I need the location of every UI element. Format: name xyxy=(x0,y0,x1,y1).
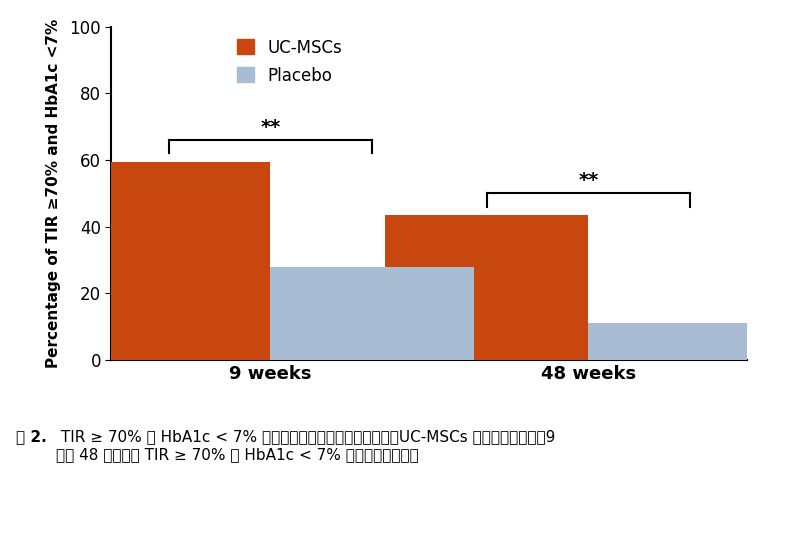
Text: TIR ≥ 70% 和 HbA1c < 7% 的患者百分比。与安慰剂组相比，UC-MSCs 组中有更多患者在9
周和 48 周时达到 TIR ≥ 70% 和 H: TIR ≥ 70% 和 HbA1c < 7% 的患者百分比。与安慰剂组相比，UC… xyxy=(56,430,555,462)
Legend: UC-MSCs, Placebo: UC-MSCs, Placebo xyxy=(231,32,349,91)
Text: **: ** xyxy=(578,171,599,190)
Bar xyxy=(270,266,474,360)
Bar xyxy=(588,323,792,360)
Text: 图 2.: 图 2. xyxy=(16,430,47,445)
Bar xyxy=(385,215,588,360)
Bar xyxy=(67,162,270,360)
Y-axis label: Percentage of TIR ≥70% and HbA1c <7%: Percentage of TIR ≥70% and HbA1c <7% xyxy=(46,19,61,368)
Text: **: ** xyxy=(260,118,281,137)
